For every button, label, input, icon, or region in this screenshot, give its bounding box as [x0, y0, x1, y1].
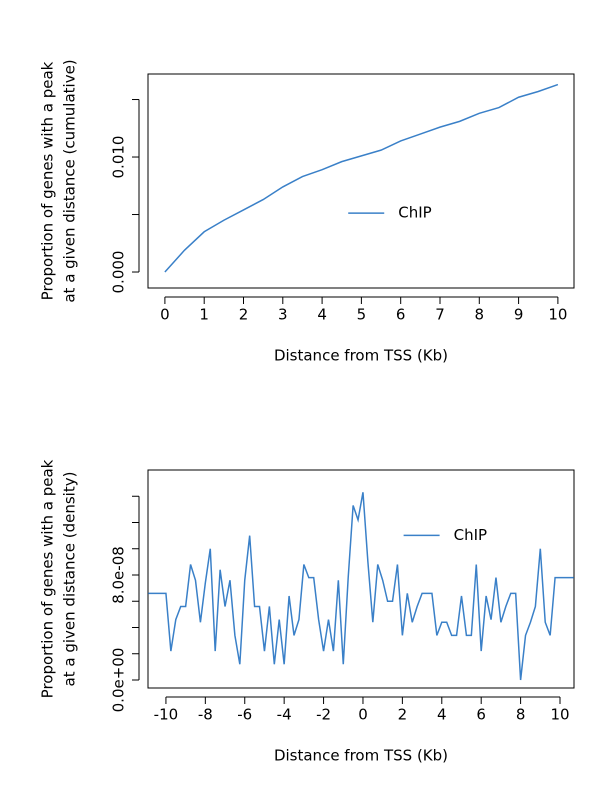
plot-box [147, 73, 575, 289]
plot-box [147, 469, 575, 689]
x-tick-label: -10 [154, 706, 179, 724]
x-tick-label: 6 [476, 706, 486, 724]
x-tick-label: 7 [435, 306, 445, 324]
x-tick-label: 8 [516, 706, 526, 724]
x-tick-label: 8 [475, 306, 485, 324]
x-axis-label: Distance from TSS (Kb) [274, 347, 448, 365]
x-tick-label: 4 [437, 706, 447, 724]
x-tick-label: 5 [357, 306, 367, 324]
x-tick-label: -6 [237, 706, 252, 724]
x-axis-label: Distance from TSS (Kb) [274, 747, 448, 765]
x-tick-label: 9 [514, 306, 524, 324]
y-tick-label: 0.0e+00 [110, 648, 128, 713]
x-tick-label: 1 [199, 306, 209, 324]
x-tick-label: 6 [396, 306, 406, 324]
data-line [148, 492, 574, 681]
legend-label: ChIP [454, 526, 487, 544]
legend-label: ChIP [398, 204, 431, 222]
x-tick-label: -8 [198, 706, 213, 724]
x-tick-label: -2 [316, 706, 331, 724]
y-axis-label: Proportion of genes with a peak [39, 61, 57, 300]
x-tick-label: 4 [317, 306, 327, 324]
y-tick-label: 8.0e-08 [110, 546, 128, 604]
x-tick-label: 2 [398, 706, 408, 724]
x-tick-label: 3 [278, 306, 288, 324]
x-tick-label: 10 [548, 306, 567, 324]
y-axis-label: at a given distance (cumulative) [61, 59, 79, 302]
y-axis-label: Proportion of genes with a peak [39, 459, 57, 698]
x-tick-label: 0 [358, 706, 368, 724]
y-tick-label: 0.000 [110, 251, 128, 294]
x-tick-label: -4 [277, 706, 292, 724]
x-tick-label: 10 [550, 706, 569, 724]
x-tick-label: 0 [160, 306, 170, 324]
data-line [164, 83, 559, 273]
y-tick-label: 0.010 [110, 136, 128, 179]
x-tick-label: 2 [239, 306, 249, 324]
y-axis-label: at a given distance (density) [61, 472, 79, 687]
